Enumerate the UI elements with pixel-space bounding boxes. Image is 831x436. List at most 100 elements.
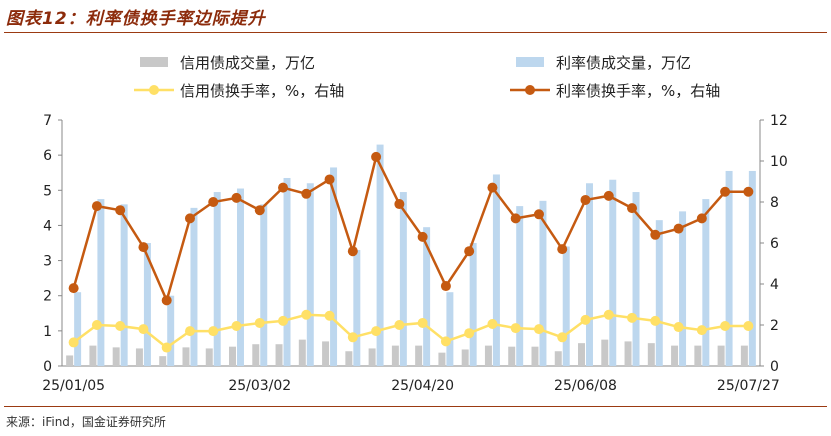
rate-turnover-point [510, 213, 521, 224]
rate-volume-bar [167, 295, 175, 366]
credit-turnover-point [278, 315, 289, 326]
rate-turnover-point [231, 192, 242, 203]
rate-volume-bar [562, 246, 570, 366]
credit-volume-bar [298, 339, 306, 366]
rate-turnover-point [487, 182, 498, 193]
rate-turnover-point [115, 205, 126, 216]
rate-volume-bar [492, 174, 500, 366]
rate-volume-bar [632, 192, 640, 366]
x-tick-label: 25/04/20 [391, 378, 454, 394]
credit-turnover-point [720, 321, 731, 332]
rate-turnover-point [208, 197, 219, 207]
x-tick-label: 25/01/05 [42, 378, 105, 394]
credit-turnover-point [184, 326, 195, 337]
lines-layer [68, 151, 754, 353]
rate-turnover-point [743, 186, 754, 197]
bars-layer [66, 144, 756, 366]
credit-volume-bar [182, 347, 190, 366]
credit-volume-bar [345, 351, 353, 366]
credit-volume-bar [717, 345, 725, 366]
chart-title: 图表12：利率债换手率边际提升 [6, 9, 266, 29]
rate-volume-bar [446, 292, 454, 366]
rate-volume-bar [539, 200, 547, 366]
credit-volume-bar [275, 344, 283, 366]
rate-volume-bar [609, 179, 617, 366]
legend-marker [149, 85, 159, 95]
credit-turnover-point [464, 328, 475, 339]
x-tick-label: 25/06/08 [554, 378, 617, 394]
left-tick-label: 7 [43, 113, 52, 129]
credit-volume-bar [112, 347, 120, 366]
credit-volume-bar [89, 345, 97, 366]
rate-volume-bar [586, 183, 593, 366]
rate-turnover-point [91, 201, 102, 212]
credit-turnover-point [650, 315, 661, 326]
credit-volume-bar [578, 343, 585, 366]
rate-volume-bar [237, 188, 244, 366]
rate-volume-bar [283, 177, 291, 366]
credit-turnover-point [231, 321, 242, 332]
rate-turnover-point [254, 205, 265, 216]
credit-turnover-point [324, 310, 335, 321]
legend-marker [525, 85, 535, 95]
rate-volume-bar [213, 192, 221, 366]
rate-volume-bar [97, 199, 105, 366]
credit-turnover-point [627, 312, 638, 323]
credit-turnover-point [440, 336, 451, 347]
rate-turnover-point [417, 231, 428, 242]
credit-volume-bar [438, 352, 446, 366]
left-tick-label: 0 [43, 359, 52, 375]
credit-volume-bar [66, 355, 74, 366]
credit-volume-bar [391, 345, 399, 366]
footer-divider [4, 406, 827, 407]
legend-swatch [516, 57, 544, 67]
credit-turnover-point [115, 321, 126, 332]
credit-volume-bar [229, 346, 236, 366]
left-tick-label: 3 [43, 254, 52, 270]
credit-turnover-line [72, 313, 749, 350]
credit-turnover-point [557, 332, 568, 343]
right-tick-label: 10 [770, 154, 788, 170]
legend-label: 信用债成交量，万亿 [180, 54, 315, 72]
rate-volume-bar [143, 243, 151, 366]
rate-volume-bar [655, 220, 663, 366]
credit-turnover-point [603, 309, 614, 320]
credit-volume-bar [531, 346, 539, 366]
credit-turnover-point [68, 337, 79, 348]
legend-swatch [140, 57, 168, 67]
rate-turnover-point [347, 246, 358, 257]
rate-turnover-line [72, 153, 749, 305]
rate-turnover-point [324, 174, 335, 185]
credit-turnover-point [696, 325, 707, 336]
left-tick-label: 5 [43, 183, 52, 199]
credit-turnover-point [533, 324, 544, 335]
rate-turnover-point [627, 203, 638, 214]
credit-turnover-point [138, 324, 149, 335]
rate-volume-bar [399, 192, 407, 366]
rate-volume-bar [190, 207, 198, 366]
credit-turnover-point [91, 320, 102, 330]
credit-turnover-point [417, 317, 428, 328]
rate-turnover-point [720, 186, 731, 197]
rate-turnover-point [371, 151, 382, 162]
rate-turnover-point [278, 182, 289, 193]
credit-turnover-point [673, 322, 684, 333]
credit-turnover-point [487, 318, 498, 329]
credit-volume-bar [415, 345, 423, 366]
right-tick-label: 8 [770, 195, 779, 211]
credit-turnover-point [743, 321, 754, 332]
credit-volume-bar [159, 356, 167, 366]
rate-turnover-point [580, 194, 591, 205]
right-tick-label: 2 [770, 318, 779, 334]
right-tick-label: 0 [770, 359, 779, 375]
credit-turnover-point [371, 326, 382, 337]
rate-volume-bar [702, 199, 710, 366]
credit-turnover-point [394, 320, 405, 330]
right-tick-label: 4 [770, 277, 779, 293]
credit-volume-bar [252, 344, 260, 366]
credit-volume-bar [624, 341, 632, 366]
rate-turnover-point [696, 213, 707, 224]
x-tick-label: 25/07/27 [717, 378, 780, 394]
